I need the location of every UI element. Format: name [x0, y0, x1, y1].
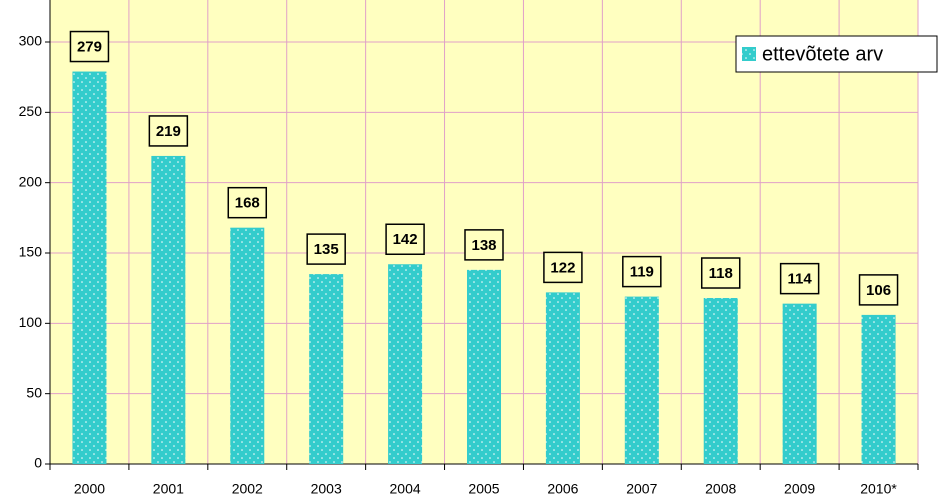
bar — [861, 314, 896, 464]
x-tick-label: 2005 — [468, 481, 499, 497]
x-tick-label: 2000 — [74, 481, 105, 497]
legend-swatch — [742, 47, 756, 61]
y-tick-label: 200 — [19, 173, 43, 189]
legend-label: ettevõtete arv — [762, 43, 883, 65]
value-label: 142 — [393, 231, 418, 248]
y-tick-label: 100 — [19, 314, 43, 330]
value-label-box — [700, 257, 741, 289]
bar — [309, 274, 344, 464]
bar — [467, 269, 501, 464]
x-tick-label: 2007 — [626, 481, 657, 497]
value-label: 114 — [788, 271, 813, 288]
bar — [72, 71, 107, 464]
legend-box — [735, 35, 938, 73]
value-label: 219 — [156, 123, 181, 140]
bar — [782, 303, 817, 464]
y-tick-label: 50 — [26, 384, 42, 400]
value-label-box — [622, 255, 662, 288]
x-tick-label: 2008 — [705, 481, 736, 497]
value-label-box — [385, 223, 425, 256]
value-label: 279 — [77, 39, 102, 56]
x-tick-label: 2001 — [153, 481, 184, 497]
value-label: 135 — [314, 241, 339, 258]
value-label: 118 — [709, 265, 733, 282]
value-label-box — [464, 229, 504, 261]
x-tick-label: 2009 — [784, 481, 815, 497]
y-tick-label: 0 — [34, 455, 42, 471]
value-label-box — [227, 186, 268, 219]
value-label-box — [858, 274, 899, 306]
bar — [151, 155, 186, 464]
x-tick-label: 2003 — [311, 481, 342, 497]
bar — [230, 227, 265, 464]
x-tick-label: 2002 — [232, 481, 263, 497]
value-label-box — [779, 262, 820, 295]
y-tick-label: 150 — [19, 244, 43, 260]
value-label-box — [148, 115, 189, 147]
bar — [388, 264, 423, 464]
value-label-box — [69, 30, 110, 63]
x-tick-label: 2006 — [547, 481, 578, 497]
value-label: 138 — [471, 237, 496, 254]
y-tick-label: 250 — [19, 103, 43, 119]
bar — [624, 296, 659, 464]
bar — [703, 298, 738, 464]
x-tick-label: 2010* — [860, 481, 897, 497]
value-label: 168 — [235, 195, 260, 212]
value-label: 122 — [550, 259, 575, 276]
x-tick-label: 2004 — [390, 481, 421, 497]
bar — [545, 292, 580, 464]
value-label-box — [543, 251, 583, 284]
value-label: 106 — [866, 282, 891, 299]
value-label: 119 — [630, 264, 654, 281]
y-tick-label: 300 — [19, 33, 43, 49]
value-label-box — [306, 233, 346, 265]
